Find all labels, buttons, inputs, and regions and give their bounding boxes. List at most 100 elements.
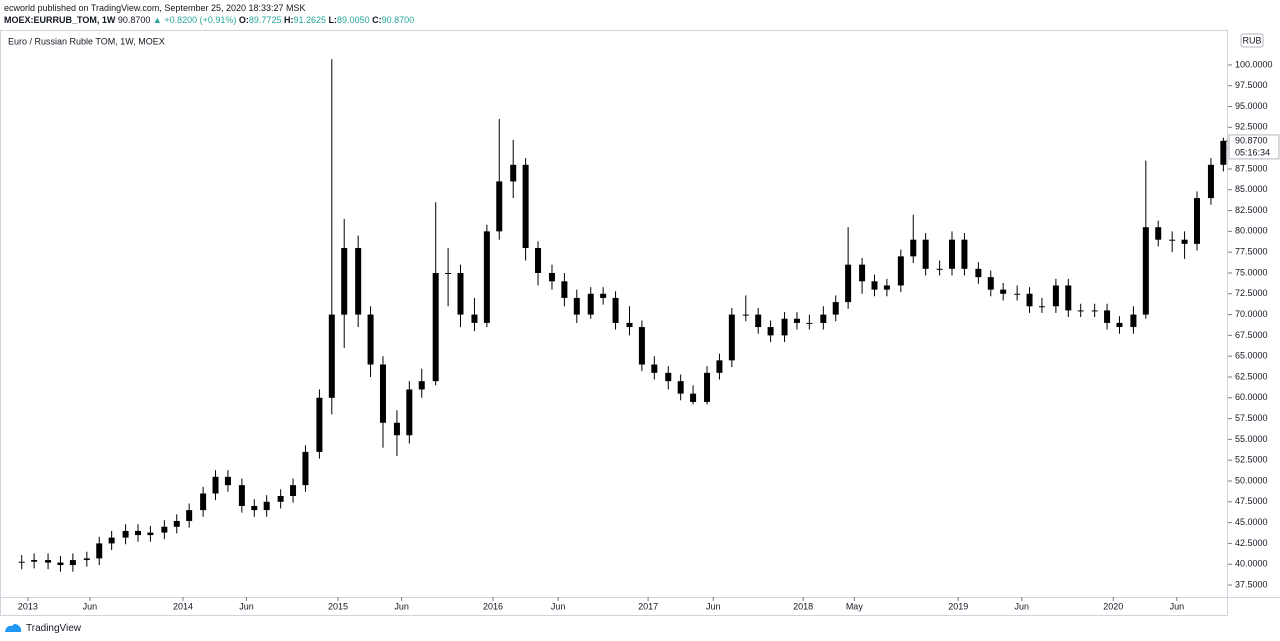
candle-body xyxy=(418,381,425,390)
candle-body xyxy=(432,272,439,382)
candle-body xyxy=(263,501,270,511)
candle-body xyxy=(859,264,866,282)
candle-body xyxy=(781,318,788,336)
candle-body xyxy=(936,268,943,270)
candle-body xyxy=(83,558,90,561)
candle-body xyxy=(612,297,619,323)
candle-body xyxy=(638,327,645,365)
candle-body xyxy=(147,532,154,536)
y-tick-label: 100.0000 xyxy=(1235,59,1273,69)
candle-body xyxy=(1193,198,1200,244)
candle-body xyxy=(1000,289,1007,294)
y-tick-label: 52.5000 xyxy=(1235,455,1268,465)
candle-body xyxy=(626,322,633,328)
candle-body xyxy=(573,297,580,315)
ohlc: O:89.7725 H:91.2625 L:89.0050 C:90.8700 xyxy=(239,15,414,25)
candle-body xyxy=(742,314,749,316)
candle-body xyxy=(393,422,400,436)
candle-body xyxy=(1207,164,1214,199)
candle-body xyxy=(755,314,762,328)
candle-body xyxy=(897,256,904,286)
candle-body xyxy=(1104,310,1111,323)
chart-title: Euro / Russian Ruble TOM, 1W, MOEX xyxy=(8,36,165,46)
brand: TradingView xyxy=(26,622,82,634)
x-tick-label: 2020 xyxy=(1103,601,1123,611)
candle-body xyxy=(704,372,711,402)
candle-body xyxy=(57,562,64,566)
y-tick-label: 75.0000 xyxy=(1235,267,1268,277)
candle-body xyxy=(651,364,658,373)
candle-body xyxy=(45,560,52,563)
candle-body xyxy=(302,451,309,486)
y-tick-label: 37.5000 xyxy=(1235,579,1268,589)
y-tick-label: 40.0000 xyxy=(1235,559,1268,569)
candle-body xyxy=(793,318,800,323)
x-tick-label: Jun xyxy=(706,601,721,611)
candle-body xyxy=(1091,310,1098,312)
y-tick-label: 55.0000 xyxy=(1235,434,1268,444)
candle-body xyxy=(806,322,813,324)
candle-body xyxy=(600,293,607,298)
candle-body xyxy=(961,239,968,269)
currency-badge xyxy=(1240,33,1264,48)
currency: RUB xyxy=(1242,35,1261,45)
x-tick-label: May xyxy=(846,601,864,611)
candle-body xyxy=(1220,140,1227,165)
y-tick-label: 45.0000 xyxy=(1235,517,1268,527)
ohlc-value: 91.2625 xyxy=(293,15,327,25)
candle-body xyxy=(987,277,994,290)
candle-body xyxy=(548,272,555,282)
candle-body xyxy=(212,476,219,494)
candle-body xyxy=(277,495,284,502)
y-tick-label: 82.5000 xyxy=(1235,205,1268,215)
y-tick-label: 65.0000 xyxy=(1235,351,1268,361)
candle-body xyxy=(471,314,478,323)
x-tick-label: Jun xyxy=(394,601,409,611)
publisher: ecworld published on TradingView.com, Se… xyxy=(4,3,306,13)
y-tick-label: 85.0000 xyxy=(1235,184,1268,194)
x-tick-label: Jun xyxy=(551,601,566,611)
candle-body xyxy=(522,164,529,249)
y-tick-label: 62.5000 xyxy=(1235,371,1268,381)
x-tick-label: 2015 xyxy=(328,601,348,611)
x-tick-label: 2018 xyxy=(793,601,813,611)
y-tick-label: 60.0000 xyxy=(1235,392,1268,402)
candle-body xyxy=(510,164,517,182)
y-tick-label: 67.5000 xyxy=(1235,330,1268,340)
x-tick-label: Jun xyxy=(239,601,254,611)
candle-body xyxy=(1155,227,1162,240)
candle-body xyxy=(820,314,827,323)
x-tick-label: 2016 xyxy=(483,601,503,611)
footer: TradingView xyxy=(4,622,81,634)
ohlc-key: H: xyxy=(283,15,294,25)
candle-body xyxy=(1065,285,1072,311)
candle-body xyxy=(122,530,129,538)
candle-body xyxy=(1014,293,1021,295)
header: ecworld published on TradingView.com, Se… xyxy=(4,2,414,26)
logo xyxy=(5,624,22,632)
candle-body xyxy=(949,239,956,269)
candle-body xyxy=(883,285,890,290)
candle-body xyxy=(173,520,180,527)
y-tick-label: 77.5000 xyxy=(1235,247,1268,257)
candle-body xyxy=(1077,310,1084,312)
candle-body xyxy=(445,272,452,274)
change-value: +0.8200 (+0.91%) xyxy=(164,15,237,25)
candle-body xyxy=(1142,227,1149,315)
candle-body xyxy=(1169,239,1176,241)
candle-body xyxy=(690,393,697,402)
y-tick-label: 87.5000 xyxy=(1235,163,1268,173)
candle-body xyxy=(108,537,115,544)
candle-body xyxy=(922,239,929,269)
candle-body xyxy=(1038,306,1045,308)
candle-body xyxy=(587,293,594,315)
candle-body xyxy=(31,560,38,562)
candle-body xyxy=(134,530,141,536)
y-tick-label: 47.5000 xyxy=(1235,496,1268,506)
candle-body xyxy=(224,476,231,486)
candle-body xyxy=(1116,322,1123,328)
candle-body xyxy=(975,268,982,278)
candle-body xyxy=(406,389,413,436)
candle-body xyxy=(1181,239,1188,244)
